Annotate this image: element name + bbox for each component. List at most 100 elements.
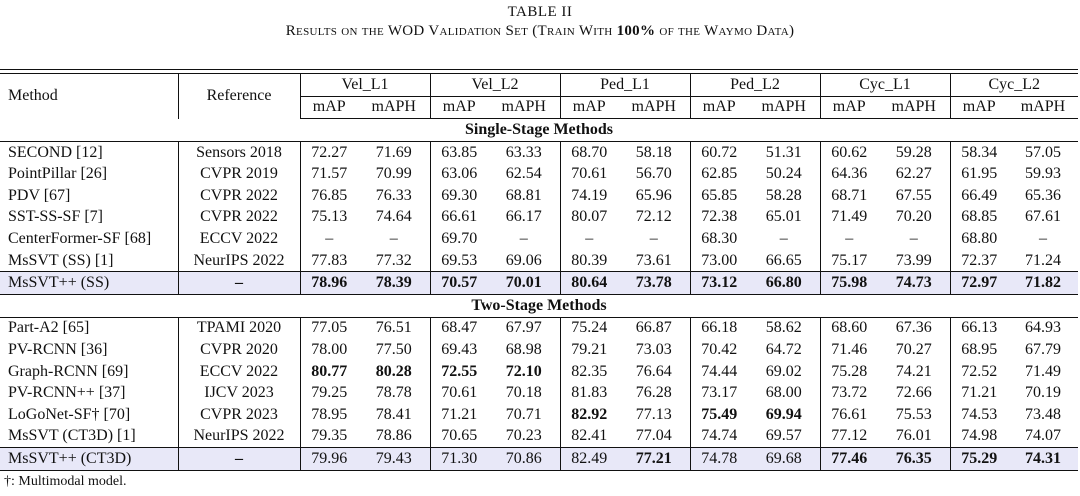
cell-value: – xyxy=(325,229,334,247)
table-row: CenterFormer-SF [68] ECCV 2022– –69.70– – –6… xyxy=(0,228,1078,250)
cell-value: 68.30 xyxy=(701,229,738,247)
cell-reference: NeurIPS 2022 xyxy=(178,425,301,448)
cell-value: 80.77 xyxy=(311,362,348,380)
cell-value: 60.72 xyxy=(701,143,738,161)
cell-value: 71.30 xyxy=(430,447,488,471)
cell-reference: CVPR 2019 xyxy=(178,163,301,185)
cell-reference: CVPR 2022 xyxy=(178,206,301,229)
cell-value: 57.05 xyxy=(1025,143,1061,161)
cell-value: 79.21 xyxy=(571,340,608,358)
cell-method: CenterFormer-SF [68] xyxy=(0,228,179,250)
cell-value: 63.06 xyxy=(441,165,478,183)
cell-value: 76.51 xyxy=(358,317,431,340)
cell-value: 67.55 xyxy=(878,184,951,207)
cell-value: 77.46 xyxy=(820,447,878,471)
cell-value: 78.96 xyxy=(300,271,358,295)
cell-value: 68.71 xyxy=(831,186,868,204)
cell-value: 68.00 xyxy=(748,382,821,404)
cell-reference: ECCV 2022 xyxy=(178,228,301,250)
cell-reference: CVPR 2023 xyxy=(178,403,301,426)
cell-value: 71.24 xyxy=(1025,251,1061,269)
header-sub-maph: mAPH xyxy=(878,96,951,120)
table-row: Part-A2 [65] TPAMI 2020 77.05 76.51 68.47 67.… xyxy=(0,317,1078,340)
cell-value: 58.28 xyxy=(748,184,821,207)
cell-value: 75.29 xyxy=(950,447,1008,471)
cell-value: 56.70 xyxy=(618,163,691,185)
cell-value: 77.04 xyxy=(618,425,691,448)
cell-value: 69.06 xyxy=(488,249,561,272)
table-row: Graph-RCNN [69] ECCV 2022 80.77 80.28 72.55 7… xyxy=(0,360,1078,383)
cell-value: 78.41 xyxy=(358,403,431,426)
cell-reference: CVPR 2022 xyxy=(178,184,301,207)
cell-value: 66.17 xyxy=(488,206,561,229)
header-row-groups: Method Reference Vel_L1 Vel_L2 Ped_L1 Pe… xyxy=(0,74,1078,119)
header-sub-maph: mAPH xyxy=(1008,96,1078,120)
table-row: MsSVT++ (SS) –78.96 78.39 70.57 70.01 80.64 73… xyxy=(0,271,1078,295)
cell-method: MsSVT (CT3D) [1] xyxy=(0,425,179,448)
cell-method: MsSVT++ (SS) xyxy=(0,271,179,295)
cell-value: 67.97 xyxy=(488,317,561,340)
cell-value: 58.62 xyxy=(748,317,821,340)
cell-value: 71.21 xyxy=(961,384,998,402)
cell-value: 69.94 xyxy=(748,403,821,426)
cell-method: Graph-RCNN [69] xyxy=(0,360,179,383)
cell-value: – xyxy=(618,228,691,250)
cell-value: 75.13 xyxy=(311,208,348,226)
cell-reference: ECCV 2022 xyxy=(178,360,301,383)
cell-value: – xyxy=(845,229,854,247)
header-group: Ped_L1 xyxy=(560,74,691,97)
cell-reference: TPAMI 2020 xyxy=(178,317,301,340)
cell-value: 72.66 xyxy=(878,382,951,404)
cell-value: 76.85 xyxy=(311,186,348,204)
cell-reference: IJCV 2023 xyxy=(178,382,301,404)
cell-value: 69.02 xyxy=(748,360,821,383)
cell-value: 59.28 xyxy=(878,141,951,164)
results-table: Method Reference Vel_L1 Vel_L2 Ped_L1 Pe… xyxy=(0,69,1078,471)
cell-value: 74.78 xyxy=(690,447,748,471)
cell-value: 72.55 xyxy=(441,362,478,380)
cell-value: 70.01 xyxy=(488,271,561,295)
cell-value: 77.13 xyxy=(618,403,691,426)
cell-value: 70.61 xyxy=(571,165,608,183)
header-sub-map: mAP xyxy=(560,96,618,120)
cell-value: 69.53 xyxy=(441,251,478,269)
cell-value: 71.82 xyxy=(1008,271,1078,295)
cell-value: 76.64 xyxy=(618,360,691,383)
cell-value: 51.31 xyxy=(748,141,821,164)
cell-value: 64.93 xyxy=(1025,319,1061,337)
cell-reference: CVPR 2020 xyxy=(178,339,301,361)
table-row: MsSVT (CT3D) [1] NeurIPS 2022 79.35 78.86 70… xyxy=(0,425,1078,448)
cell-value: 58.34 xyxy=(961,143,998,161)
cell-value: 77.05 xyxy=(311,319,348,337)
cell-value: 74.07 xyxy=(1025,427,1061,445)
cell-value: 70.71 xyxy=(488,403,561,426)
cell-value: 66.49 xyxy=(961,186,998,204)
cell-value: 81.83 xyxy=(571,384,608,402)
cell-value: 73.00 xyxy=(701,251,738,269)
cell-value: 72.38 xyxy=(701,208,738,226)
cell-value: 74.21 xyxy=(878,360,951,383)
header-method: Method xyxy=(0,74,179,119)
cell-value: 65.96 xyxy=(618,184,691,207)
cell-value: 74.19 xyxy=(571,186,608,204)
cell-value: 68.98 xyxy=(488,339,561,361)
header-sub-maph: mAPH xyxy=(358,96,431,120)
cell-value: 66.61 xyxy=(441,208,478,226)
cell-value: 72.12 xyxy=(618,206,691,229)
cell-method: PV-RCNN++ [37] xyxy=(0,382,179,404)
header-sub-maph: mAPH xyxy=(488,96,561,120)
cell-method: PDV [67] xyxy=(0,184,179,207)
table-row: MsSVT (SS) [1] NeurIPS 2022 77.83 77.32 69.5… xyxy=(0,249,1078,272)
cell-value: 62.85 xyxy=(701,165,738,183)
cell-value: 72.10 xyxy=(488,360,561,383)
table-title-pre: Results on the WOD Validation Set (Train… xyxy=(285,23,617,39)
cell-value: 70.61 xyxy=(441,384,478,402)
section-header-row: Two-Stage Methods xyxy=(0,293,1078,318)
cell-value: 74.73 xyxy=(878,271,951,295)
cell-value: 76.28 xyxy=(618,382,691,404)
header-sub-map: mAP xyxy=(820,96,878,120)
header-row-sub: mAP mAPH mAP mAPH mAP mAPH mAP mAPH mAP mAPH mAP mA… xyxy=(0,96,1078,120)
cell-value: 82.41 xyxy=(571,427,608,445)
cell-value: 70.27 xyxy=(878,339,951,361)
cell-value: 73.78 xyxy=(618,271,691,295)
